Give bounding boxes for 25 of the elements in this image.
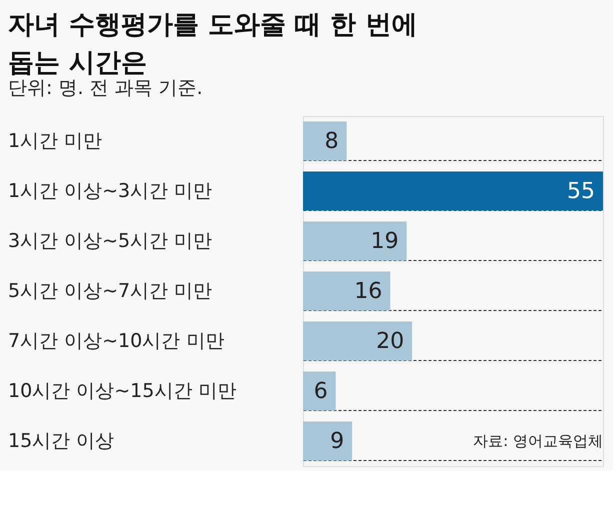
y-tick-label: 10시간 이상~15시간 미만 (8, 380, 236, 402)
data-label: 8 (324, 129, 339, 154)
y-tick-label: 7시간 이상~10시간 미만 (8, 330, 224, 352)
bar (303, 272, 390, 310)
bar (303, 122, 347, 160)
data-label: 20 (376, 329, 404, 354)
data-label: 19 (370, 229, 399, 254)
y-tick-label: 15시간 이상 (8, 430, 114, 452)
bar (303, 222, 407, 260)
bar (303, 372, 336, 410)
data-label: 6 (314, 379, 328, 404)
data-label: 55 (567, 179, 595, 204)
bar (303, 322, 412, 360)
data-label: 9 (330, 429, 344, 454)
text: 자녀 수행평가를 도와줄 때 한 번에 (8, 10, 418, 40)
data-label: 16 (354, 279, 382, 304)
y-tick-label: 3시간 이상~5시간 미만 (8, 230, 212, 252)
annotation: 자료: 영어교육업체 (473, 432, 603, 450)
bar (303, 422, 352, 460)
text: 돕는 시간은 (8, 48, 148, 78)
bar (303, 172, 603, 210)
y-tick-label: 1시간 이상~3시간 미만 (8, 180, 212, 202)
text: 단위: 명. 전 과목 기준. (8, 77, 203, 99)
y-tick-label: 1시간 미만 (8, 130, 102, 152)
y-tick-label: 5시간 이상~7시간 미만 (8, 280, 212, 302)
